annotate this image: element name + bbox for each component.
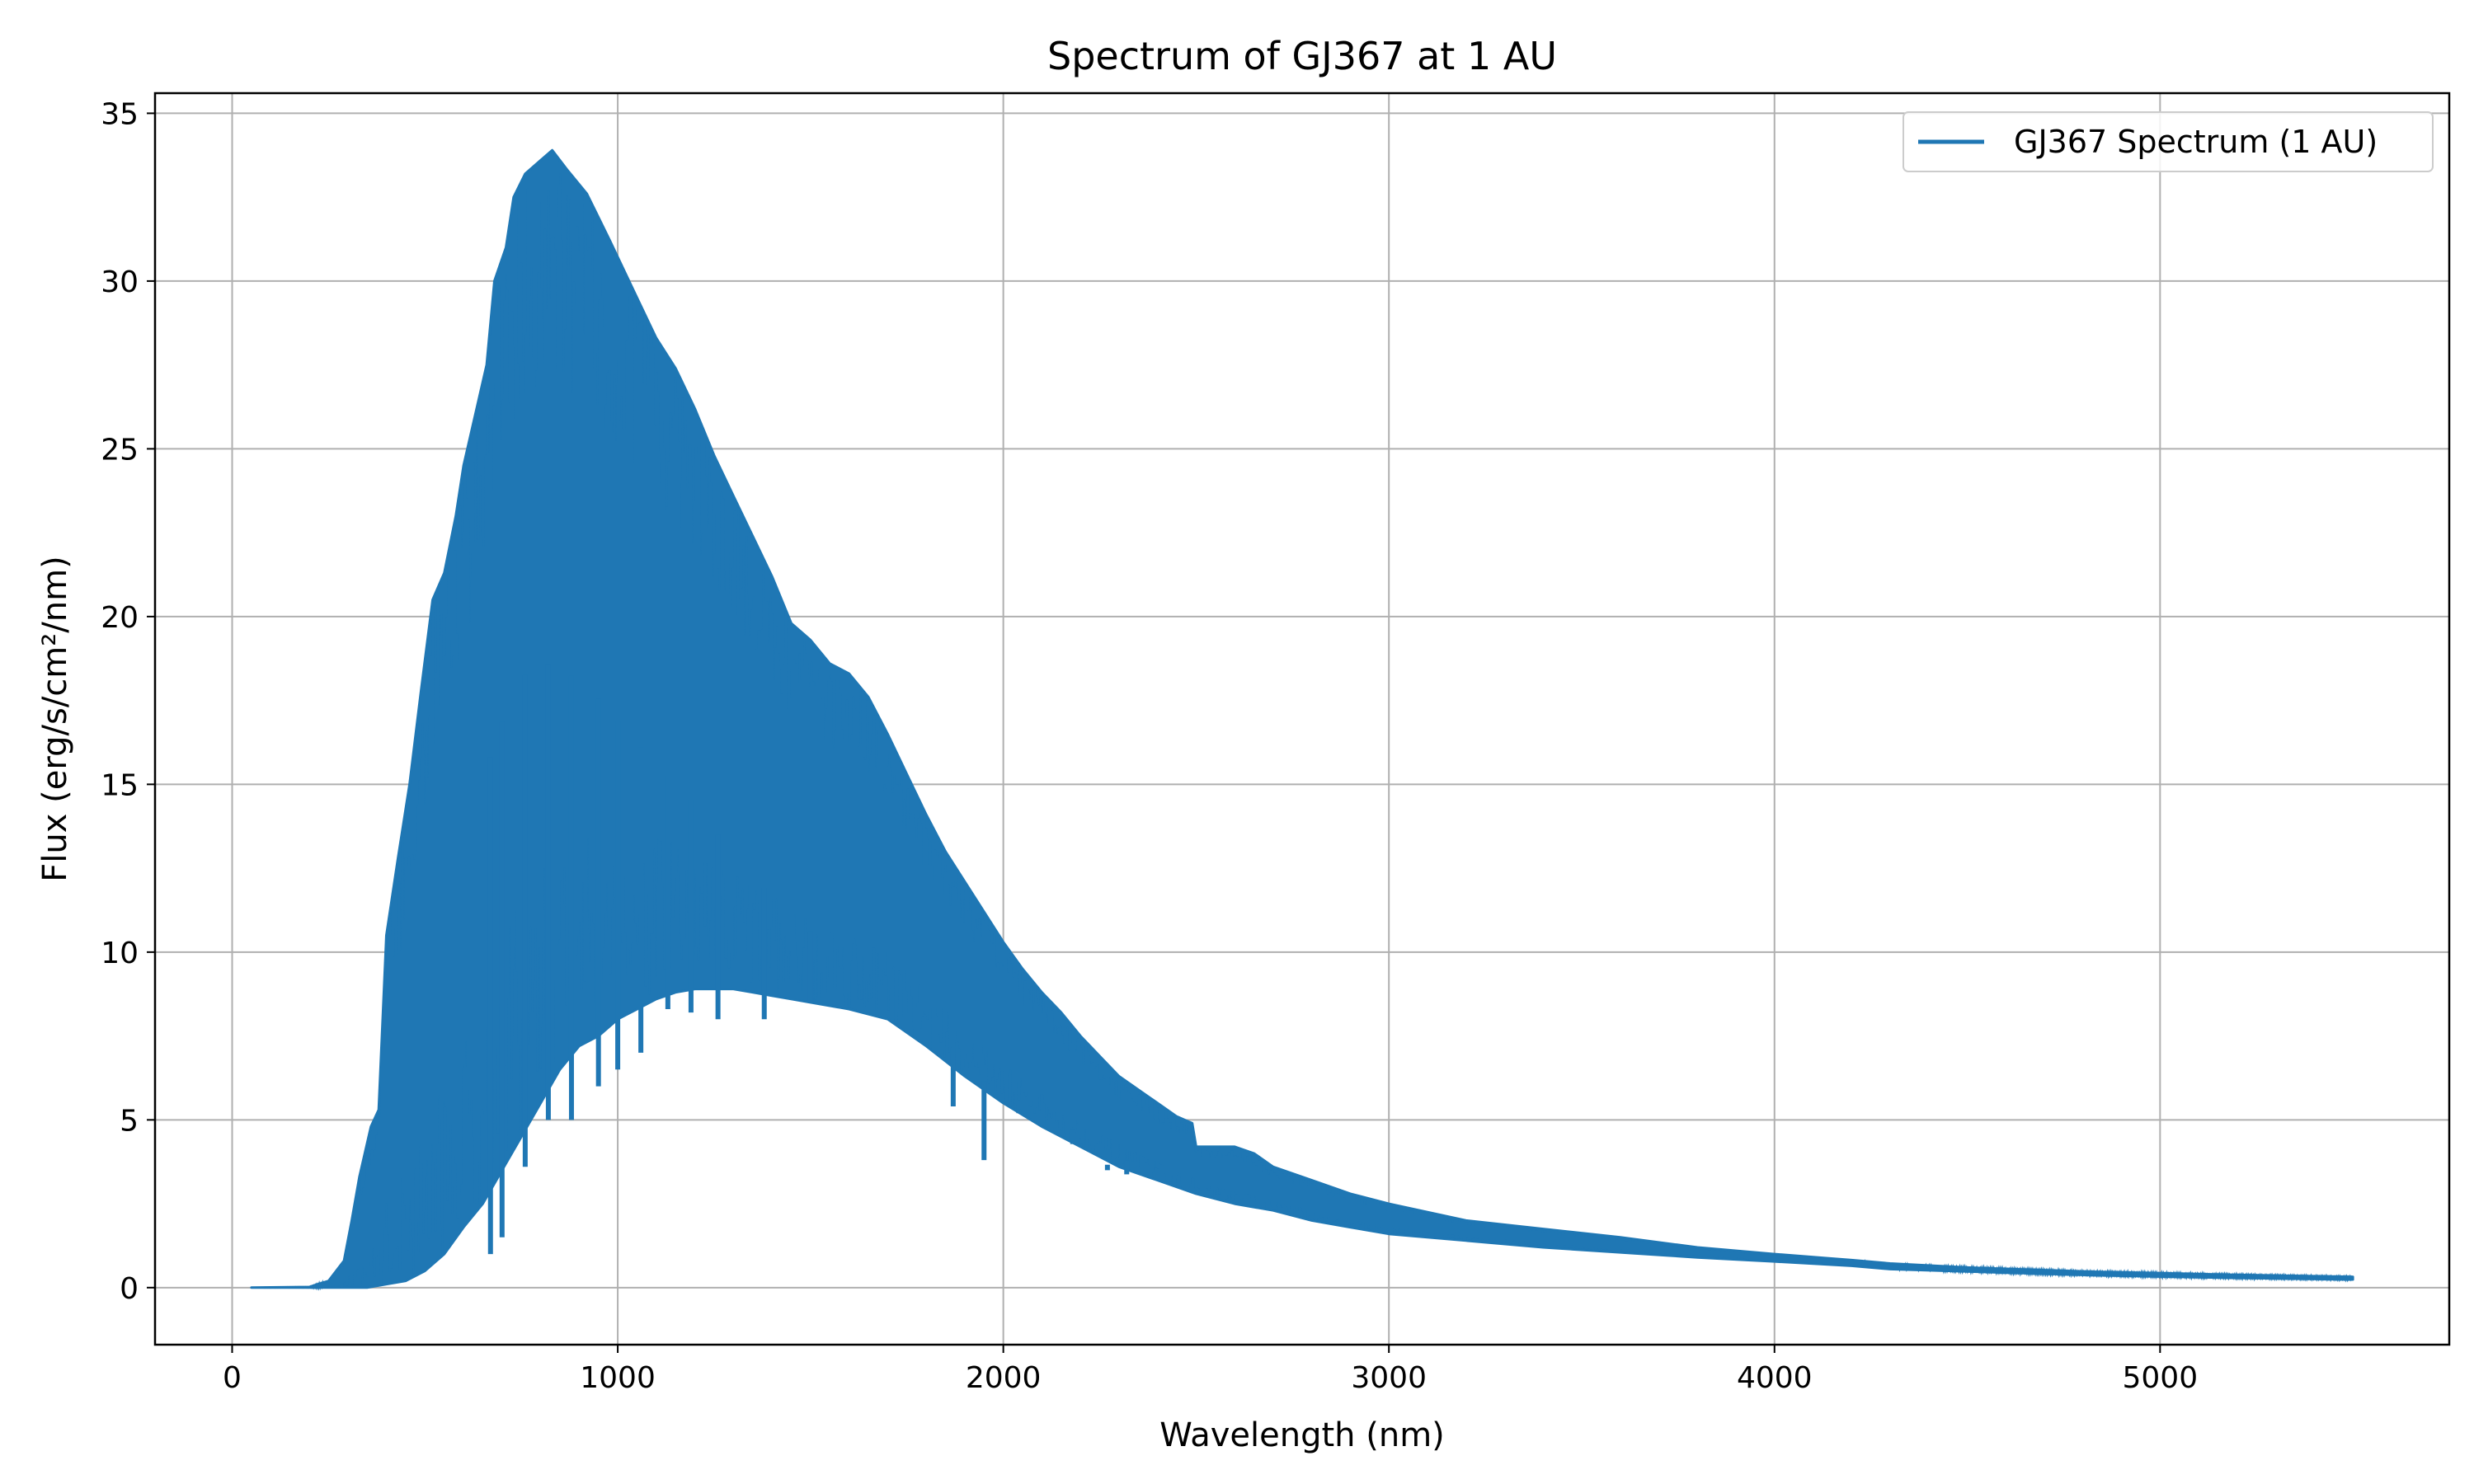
plot-frame [153, 92, 2451, 1346]
series-layer [250, 148, 2354, 1291]
x-tick-label: 1000 [580, 1361, 656, 1395]
x-tick-label: 3000 [1351, 1361, 1427, 1395]
x-tick-label: 0 [223, 1361, 242, 1395]
axis-ticks: 0 1000 2000 3000 4000 5000 0 5 10 15 20 25 30 35 [101, 97, 2198, 1395]
y-tick-label: 10 [101, 937, 139, 970]
x-tick-label: 2000 [966, 1361, 1042, 1395]
y-tick-label: 30 [101, 265, 139, 299]
y-tick-label: 0 [120, 1272, 139, 1306]
y-tick-label: 20 [101, 601, 139, 635]
x-axis-label: Wavelength (nm) [1159, 1416, 1445, 1454]
chart-title: Spectrum of GJ367 at 1 AU [1047, 34, 1557, 78]
y-tick-label: 25 [101, 433, 139, 467]
y-tick-label: 5 [120, 1104, 139, 1138]
spectrum-line [251, 173, 2354, 1291]
legend-box [1903, 111, 2434, 172]
y-tick-label: 35 [101, 97, 139, 131]
y-axis-label: Flux (erg/s/cm²/nm) [36, 556, 74, 881]
legend-label: GJ367 Spectrum (1 AU) [2014, 124, 2378, 160]
x-tick-label: 5000 [2123, 1361, 2199, 1395]
y-tick-label: 15 [101, 768, 139, 802]
legend: GJ367 Spectrum (1 AU) [1903, 111, 2434, 172]
x-tick-label: 4000 [1737, 1361, 1813, 1395]
